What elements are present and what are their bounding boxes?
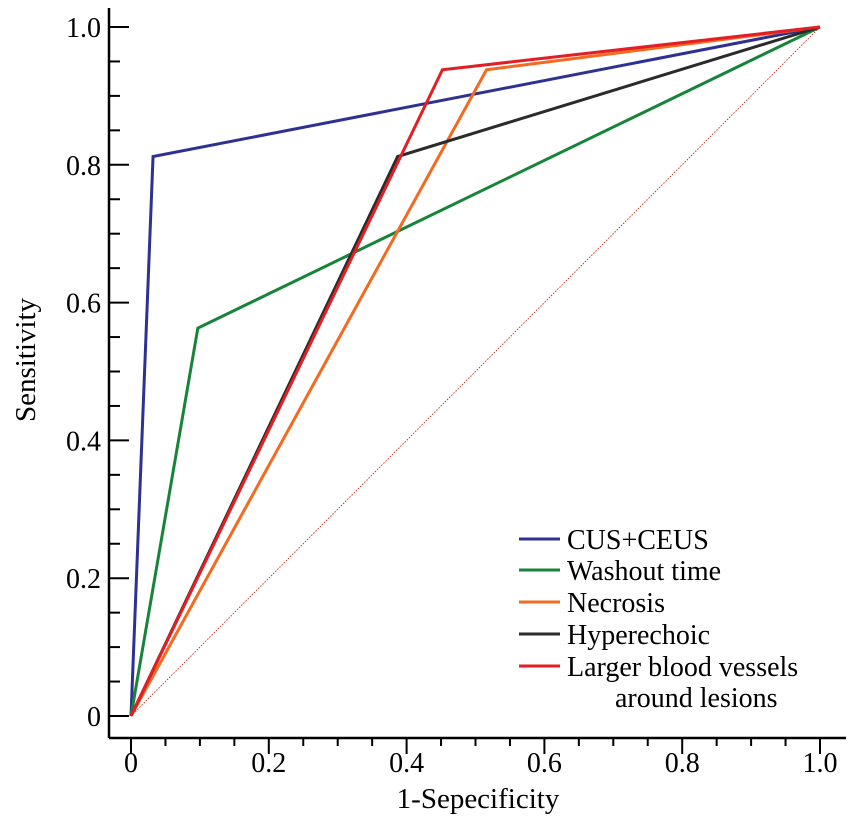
legend-label: around lesions	[615, 683, 778, 714]
reference-diagonal-line	[130, 26, 821, 717]
legend-label: Hyperechoic	[567, 620, 710, 651]
y-tick-label: 0.2	[66, 564, 101, 595]
legend-label: Necrosis	[567, 588, 665, 619]
legend-label: Washout time	[567, 556, 721, 587]
x-tick-label: 0.4	[389, 748, 424, 779]
y-tick-label: 0.6	[66, 289, 101, 320]
x-tick-label: 0.8	[665, 748, 700, 779]
reference-layer	[130, 26, 821, 717]
legend-label: CUS+CEUS	[567, 525, 709, 556]
y-tick-label: 0	[87, 702, 101, 733]
x-tick-label: 0.6	[527, 748, 562, 779]
ticks: 0 0.2 0.4 0.6 0.8 1.0 0 0.2 0.4 0.6 0.8 1.0	[66, 13, 838, 779]
series-line-cus-ceus	[129, 25, 821, 717]
axis-labels: 1-Sepecificity Sensitivity	[10, 297, 560, 815]
x-tick-label: 0	[124, 748, 138, 779]
series-layer	[129, 25, 821, 717]
series-line-necrosis	[129, 25, 821, 717]
y-tick-label: 0.4	[66, 426, 101, 457]
x-axis-label: 1-Sepecificity	[397, 783, 560, 815]
y-axis-label: Sensitivity	[10, 297, 42, 422]
legend-label: Larger blood vessels	[567, 652, 798, 683]
series-line-larger-blood-vessels-around-lesions	[129, 25, 821, 717]
y-tick-label: 0.8	[66, 151, 101, 182]
x-tick-label: 0.2	[251, 748, 286, 779]
series-line-washout-time	[129, 25, 821, 717]
axes	[107, 8, 846, 740]
x-tick-label: 1.0	[803, 748, 838, 779]
y-tick-label: 1.0	[66, 13, 101, 44]
